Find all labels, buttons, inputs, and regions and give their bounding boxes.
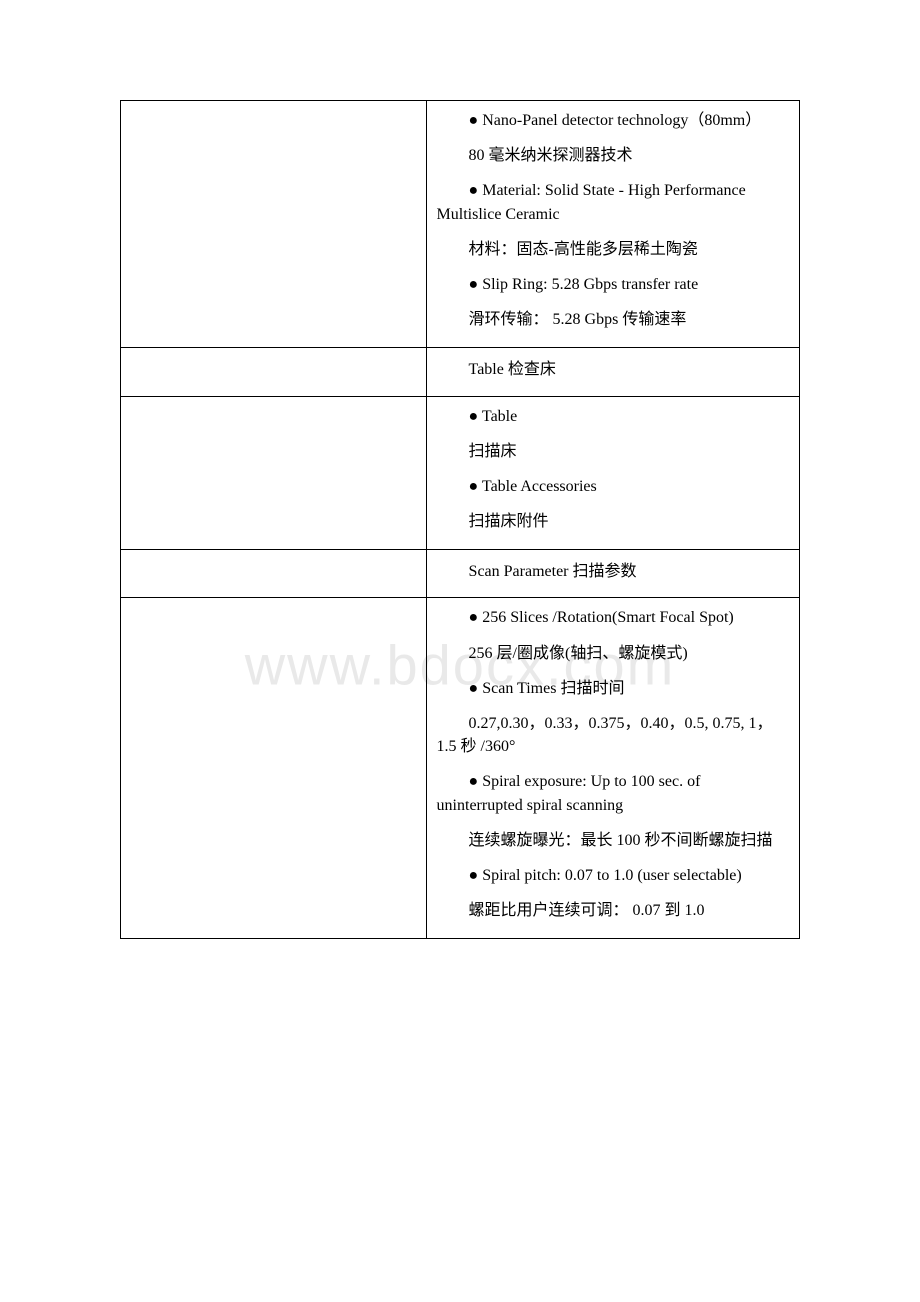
spec-line: ● Spiral pitch: 0.07 to 1.0 (user select… xyxy=(437,864,789,887)
spec-line: ● Scan Times 扫描时间 xyxy=(437,677,789,700)
document-page: ● Nano-Panel detector technology（80mm） 8… xyxy=(0,0,920,1039)
spec-line: ● Spiral exposure: Up to 100 sec. of uni… xyxy=(437,770,789,816)
spec-line: ● 256 Slices /Rotation(Smart Focal Spot) xyxy=(437,606,789,629)
table-row: Scan Parameter 扫描参数 xyxy=(121,550,800,598)
section-header: Table 检查床 xyxy=(437,358,789,381)
table-row: ● 256 Slices /Rotation(Smart Focal Spot)… xyxy=(121,598,800,939)
cell-left xyxy=(121,396,427,550)
cell-right: ● Nano-Panel detector technology（80mm） 8… xyxy=(426,101,799,348)
table-body: ● Nano-Panel detector technology（80mm） 8… xyxy=(121,101,800,939)
spec-line: 滑环传输： 5.28 Gbps 传输速率 xyxy=(437,308,789,331)
spec-line: 0.27,0.30，0.33，0.375，0.40，0.5, 0.75, 1，1… xyxy=(437,712,789,758)
cell-left xyxy=(121,598,427,939)
spec-line: 螺距比用户连续可调： 0.07 到 1.0 xyxy=(437,899,789,922)
cell-right: ● 256 Slices /Rotation(Smart Focal Spot)… xyxy=(426,598,799,939)
spec-table: ● Nano-Panel detector technology（80mm） 8… xyxy=(120,100,800,939)
cell-left xyxy=(121,550,427,598)
spec-line: 扫描床附件 xyxy=(437,510,789,533)
spec-line: 扫描床 xyxy=(437,440,789,463)
cell-left xyxy=(121,348,427,396)
section-header: Scan Parameter 扫描参数 xyxy=(437,560,789,583)
spec-line: 连续螺旋曝光：最长 100 秒不间断螺旋扫描 xyxy=(437,829,789,852)
spec-line: 80 毫米纳米探测器技术 xyxy=(437,144,789,167)
cell-left xyxy=(121,101,427,348)
spec-line: ● Table xyxy=(437,405,789,428)
table-row: Table 检查床 xyxy=(121,348,800,396)
spec-line: ● Table Accessories xyxy=(437,475,789,498)
cell-right: Table 检查床 xyxy=(426,348,799,396)
cell-right: ● Table 扫描床 ● Table Accessories 扫描床附件 xyxy=(426,396,799,550)
table-row: ● Table 扫描床 ● Table Accessories 扫描床附件 xyxy=(121,396,800,550)
spec-line: ● Nano-Panel detector technology（80mm） xyxy=(437,109,789,132)
spec-line: ● Material: Solid State - High Performan… xyxy=(437,179,789,225)
cell-right: Scan Parameter 扫描参数 xyxy=(426,550,799,598)
spec-line: 256 层/圈成像(轴扫、螺旋模式) xyxy=(437,642,789,665)
table-row: ● Nano-Panel detector technology（80mm） 8… xyxy=(121,101,800,348)
spec-line: ● Slip Ring: 5.28 Gbps transfer rate xyxy=(437,273,789,296)
spec-line: 材料：固态-高性能多层稀土陶瓷 xyxy=(437,238,789,261)
